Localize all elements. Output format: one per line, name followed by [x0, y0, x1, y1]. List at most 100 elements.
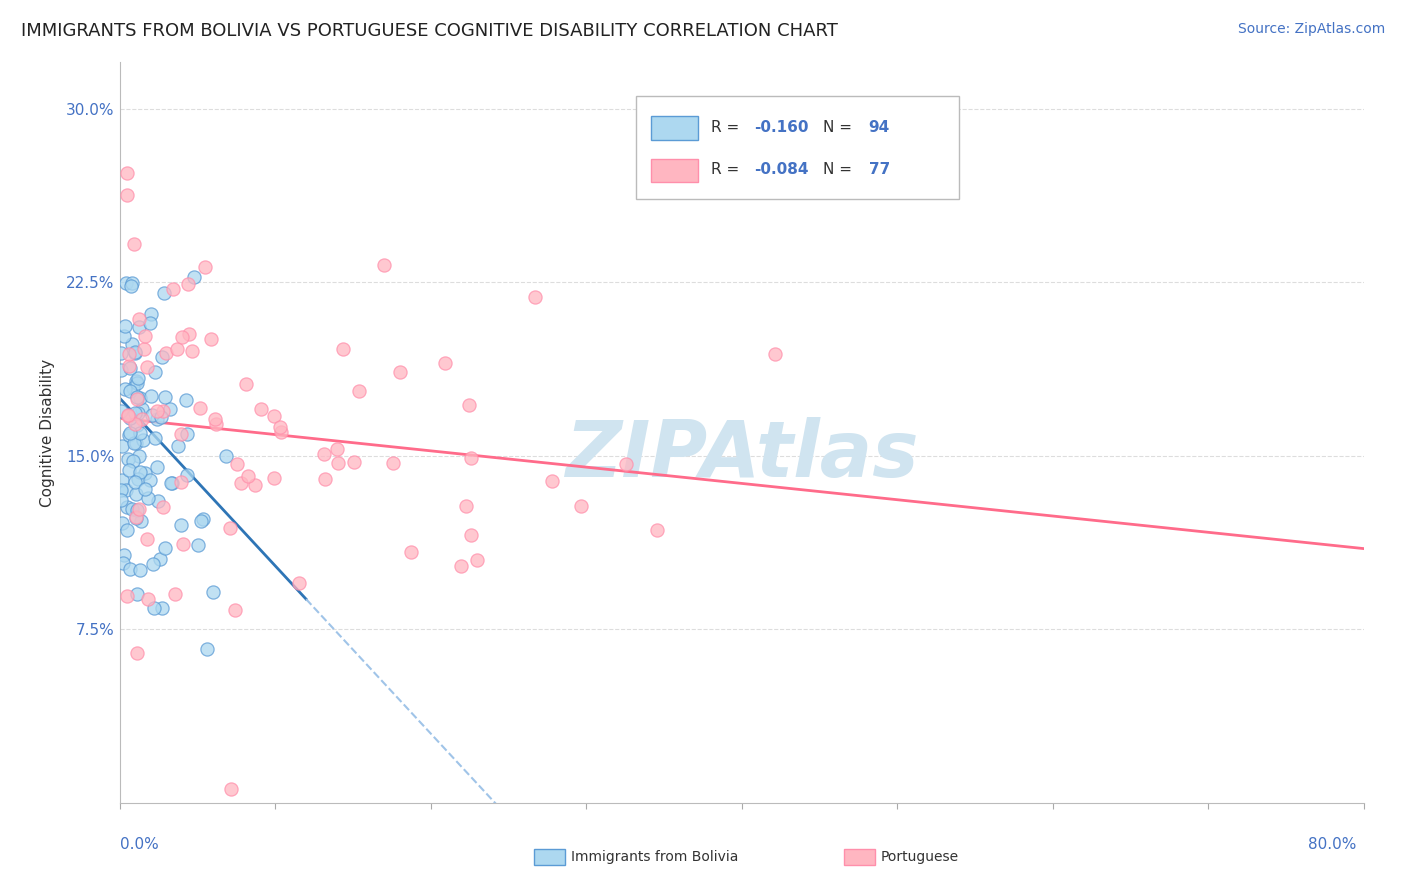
Point	[141, 408, 163, 422]
Point	[614, 457, 637, 471]
Point	[134, 482, 156, 496]
Point	[465, 553, 488, 567]
Point	[381, 456, 404, 470]
Point	[215, 449, 238, 463]
Point	[460, 528, 482, 542]
Point	[187, 538, 209, 552]
Point	[347, 384, 370, 398]
Point	[125, 587, 148, 601]
Point	[176, 467, 198, 482]
Point	[169, 517, 191, 532]
Point	[456, 499, 478, 513]
Point	[127, 503, 149, 517]
Point	[112, 549, 135, 563]
Text: R =: R =	[710, 120, 744, 135]
Point	[131, 401, 153, 416]
Point	[204, 412, 226, 426]
Point	[127, 472, 149, 486]
FancyBboxPatch shape	[636, 95, 959, 200]
Point	[128, 319, 150, 334]
Text: -0.160: -0.160	[754, 120, 808, 135]
Point	[146, 412, 169, 426]
Point	[122, 381, 145, 395]
Point	[263, 471, 285, 485]
Point	[136, 491, 159, 506]
Point	[314, 472, 336, 486]
Point	[332, 343, 354, 357]
Point	[152, 403, 174, 417]
Point	[159, 402, 181, 417]
Point	[110, 473, 132, 487]
Point	[118, 359, 141, 374]
Point	[124, 417, 146, 431]
Point	[129, 514, 152, 528]
Point	[188, 401, 211, 415]
Point	[312, 447, 335, 461]
Point	[124, 475, 146, 489]
Point	[111, 516, 134, 530]
Point	[129, 563, 152, 577]
Text: R =: R =	[710, 162, 744, 178]
Point	[117, 463, 139, 477]
Point	[389, 365, 412, 379]
Point	[127, 371, 149, 385]
Point	[121, 453, 143, 467]
Point	[117, 589, 139, 603]
Point	[115, 500, 138, 515]
Point	[288, 575, 311, 590]
Point	[136, 592, 159, 607]
Point	[134, 466, 156, 480]
Text: ZIPAtlas: ZIPAtlas	[565, 417, 918, 493]
Point	[110, 363, 132, 377]
Point	[153, 286, 176, 301]
Point	[124, 436, 146, 450]
Bar	[651, 159, 699, 182]
Text: IMMIGRANTS FROM BOLIVIA VS PORTUGUESE COGNITIVE DISABILITY CORRELATION CHART: IMMIGRANTS FROM BOLIVIA VS PORTUGUESE CO…	[21, 22, 838, 40]
Point	[128, 312, 150, 326]
Point	[125, 487, 148, 501]
Point	[450, 559, 472, 574]
Point	[193, 512, 215, 526]
Text: Portuguese: Portuguese	[880, 850, 959, 864]
Text: Immigrants from Bolivia: Immigrants from Bolivia	[571, 850, 738, 864]
Point	[121, 277, 143, 291]
Point	[118, 346, 141, 360]
Point	[460, 450, 482, 465]
Point	[127, 417, 149, 432]
Point	[125, 376, 148, 390]
Point	[170, 329, 193, 343]
Point	[150, 410, 173, 425]
Point	[326, 442, 349, 456]
Point	[146, 404, 169, 418]
Point	[120, 562, 142, 576]
Point	[135, 359, 157, 374]
Text: 0.0%: 0.0%	[120, 838, 159, 852]
Point	[143, 600, 166, 615]
Point	[117, 452, 139, 467]
Point	[190, 514, 212, 528]
Point	[146, 460, 169, 475]
Point	[763, 347, 786, 361]
Point	[125, 646, 148, 660]
Point	[148, 493, 170, 508]
Point	[129, 425, 152, 440]
Point	[193, 260, 215, 274]
Point	[141, 307, 163, 321]
Point	[118, 360, 141, 375]
Point	[129, 465, 152, 479]
Point	[524, 290, 547, 304]
Point	[149, 552, 172, 566]
Point	[139, 389, 162, 403]
Point	[221, 782, 243, 797]
Point	[270, 425, 292, 440]
Point	[134, 328, 156, 343]
Point	[183, 269, 205, 284]
Point	[145, 365, 167, 379]
Point	[125, 392, 148, 406]
Point	[177, 277, 200, 291]
Text: -0.084: -0.084	[754, 162, 808, 178]
Point	[124, 405, 146, 419]
Point	[111, 439, 134, 453]
Point	[115, 483, 138, 498]
Y-axis label: Cognitive Disability: Cognitive Disability	[39, 359, 55, 507]
